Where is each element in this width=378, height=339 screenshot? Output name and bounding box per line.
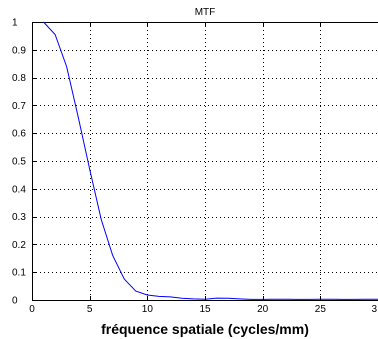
y-tick-label: 0.9 <box>12 45 26 56</box>
grid-layer <box>32 22 378 300</box>
y-tick-label: 0.4 <box>12 184 26 195</box>
y-tick-label: 0.5 <box>12 157 26 168</box>
series-layer <box>43 21 378 300</box>
y-tick-label: 1 <box>12 18 18 29</box>
x-tick-label: 3 <box>371 304 377 315</box>
x-tick-label: 5 <box>87 304 93 315</box>
x-axis-label: fréquence spatiale (cycles/mm) <box>101 321 309 337</box>
x-tick-label: 15 <box>199 304 211 315</box>
x-tick-label: 10 <box>142 304 154 315</box>
y-tick-label: 0.8 <box>12 73 26 84</box>
x-tick-label: 20 <box>257 304 269 315</box>
x-tick-label: 0 <box>29 304 35 315</box>
chart-title: MTF <box>195 7 216 18</box>
y-tick-label: 0 <box>12 296 18 307</box>
y-tick-label: 0.2 <box>12 240 26 251</box>
mtf-series-line <box>43 21 378 300</box>
y-tick-label: 0.7 <box>12 101 26 112</box>
y-tick-label: 0.3 <box>12 212 26 223</box>
x-tick-label: 25 <box>315 304 327 315</box>
ticks-layer: 0 5 10 15 20 25 300.10.20.30.40.50.60.70.80.91 <box>12 18 377 316</box>
y-tick-label: 0.1 <box>12 268 26 279</box>
y-tick-label: 0.6 <box>12 129 26 140</box>
